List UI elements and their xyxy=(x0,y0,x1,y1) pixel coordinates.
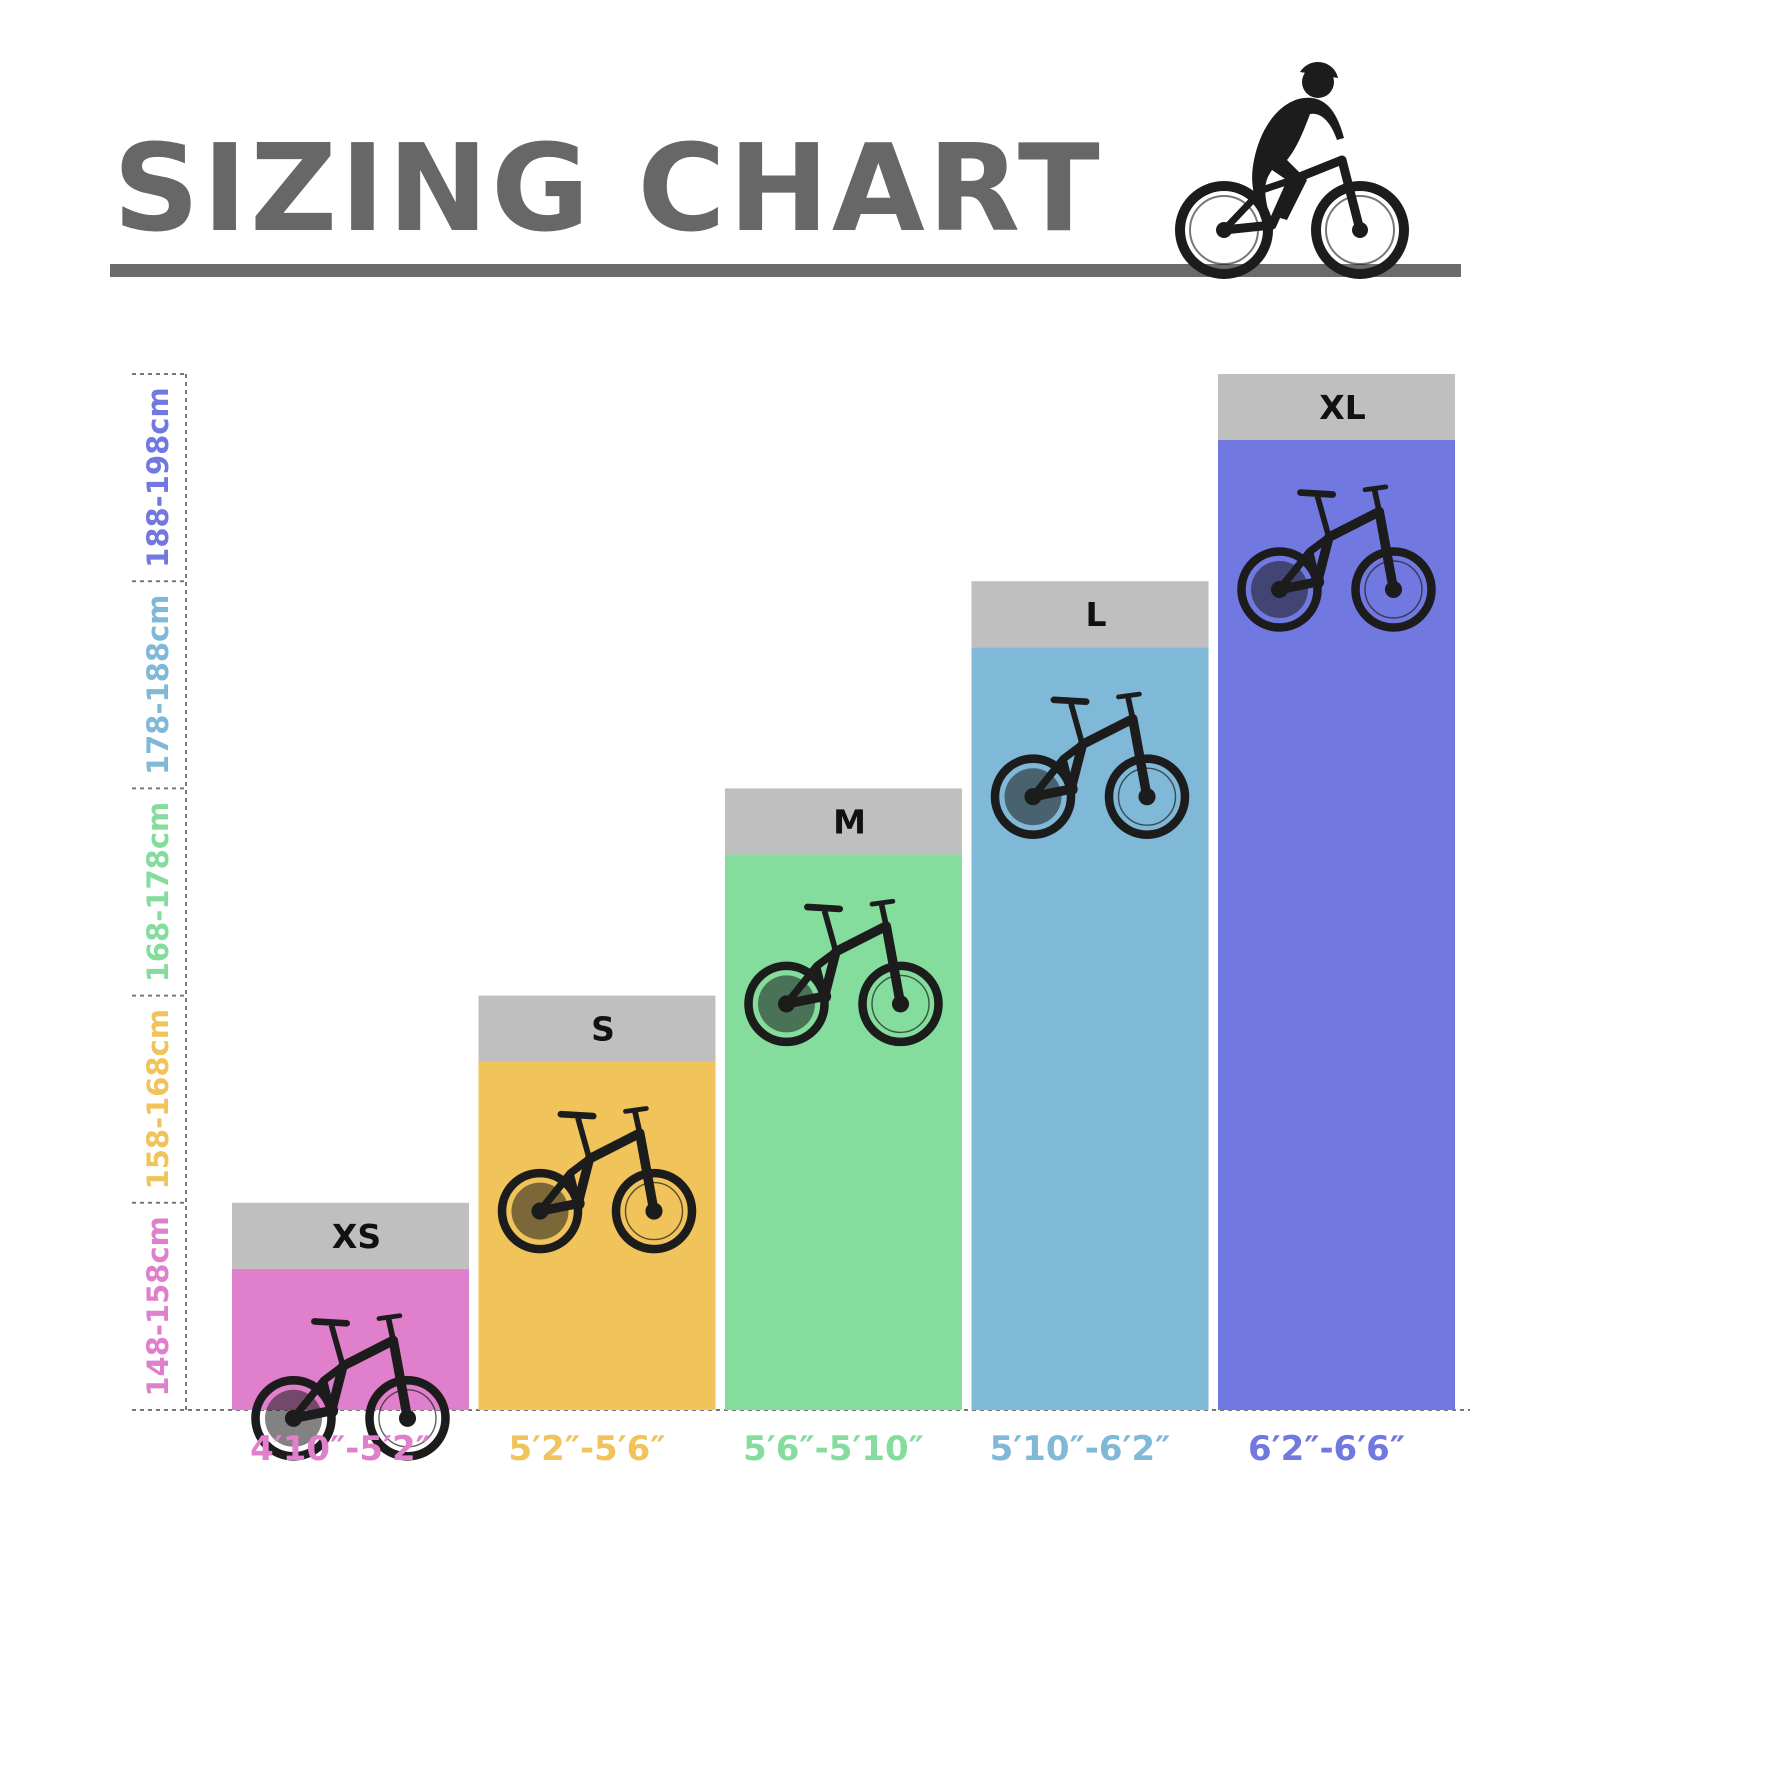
x-tick-label: 5′2″-5′6″ xyxy=(508,1429,665,1469)
size-header-band xyxy=(971,581,1209,648)
size-label: L xyxy=(1085,595,1106,634)
size-label: S xyxy=(591,1010,615,1049)
x-tick-label: 6′2″-6′6″ xyxy=(1248,1429,1405,1469)
bar xyxy=(478,1061,716,1410)
x-tick-label: 5′10″-6′2″ xyxy=(990,1429,1171,1469)
rider-silhouette-icon xyxy=(1175,61,1409,279)
size-label: M xyxy=(833,802,866,841)
size-header-band xyxy=(478,995,716,1062)
x-tick-label: 4′10″-5′2″ xyxy=(250,1429,431,1469)
size-header-band xyxy=(725,788,962,855)
bar xyxy=(971,647,1209,1410)
chart-axes: 148-158cm 158-168cm 168-178cm 178-188cm 188-… xyxy=(132,373,1470,1411)
y-tick-label: 148-158cm xyxy=(141,1216,175,1397)
title-underline xyxy=(110,264,1461,277)
y-tick-label: 178-188cm xyxy=(141,595,175,776)
y-tick-label: 168-178cm xyxy=(141,802,175,983)
chart-labels: XS 4′10″-5′2″ S 5′2″-5′6″ M 5′6″-5′10″ L 5′10″-… xyxy=(250,388,1405,1469)
size-label: XL xyxy=(1319,388,1365,427)
chart-bars xyxy=(232,374,1455,1456)
size-header-band xyxy=(1218,374,1455,440)
size-header-band xyxy=(232,1202,469,1269)
bar xyxy=(725,854,962,1410)
y-tick-label: 158-168cm xyxy=(141,1009,175,1190)
y-tick-label: 188-198cm xyxy=(141,387,175,568)
chart-title: SIZING CHART xyxy=(113,120,1103,259)
size-label: XS xyxy=(332,1217,381,1256)
x-tick-label: 5′6″-5′10″ xyxy=(743,1429,924,1469)
